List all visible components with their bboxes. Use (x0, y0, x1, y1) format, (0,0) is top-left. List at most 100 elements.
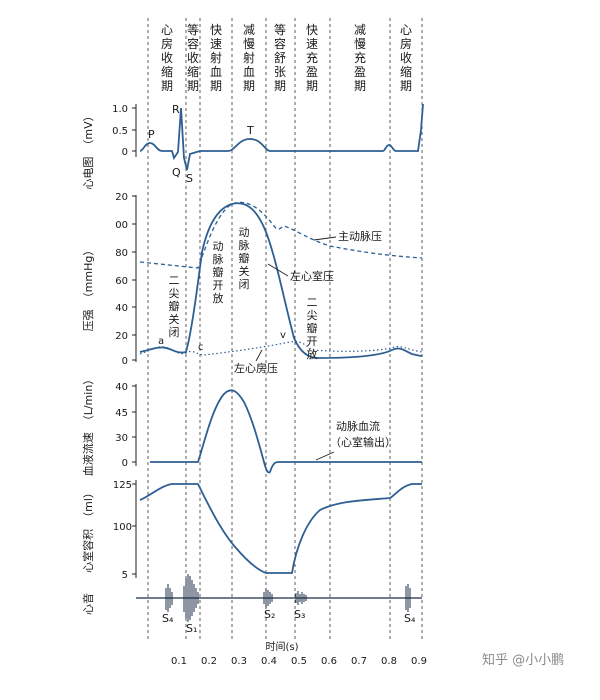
ecg-tick-label: 0 (122, 147, 128, 158)
svg-text:缩: 缩 (161, 64, 173, 79)
left-ventricle-pressure-label: 左心室压 (290, 269, 334, 283)
heart-sound-panel: 心音 S₄ S₁ S₂ S₃ S₄ (81, 574, 422, 635)
svg-text:舒: 舒 (274, 51, 286, 65)
ecg-t-wave-label: T (246, 124, 254, 137)
s2-burst (263, 588, 273, 608)
svg-text:关: 关 (169, 312, 180, 326)
svg-text:盈: 盈 (306, 65, 318, 79)
time-tick-label: 0.7 (351, 656, 367, 667)
flow-axis-label: 血液流速（L/min） (81, 374, 95, 477)
ecg-trace (139, 103, 424, 171)
svg-text:心: 心 (161, 23, 173, 37)
flow-tick-label: 0 (122, 458, 128, 469)
ecg-p-wave-label: P (148, 128, 155, 141)
pressure-tick-label: 20 (115, 192, 128, 203)
ecg-q-wave-label: Q (172, 166, 181, 179)
svg-text:充: 充 (306, 50, 318, 65)
svg-text:减: 减 (243, 23, 255, 37)
ecg-r-wave-label: R (172, 103, 180, 116)
left-atrium-pressure-label: 左心房压 (234, 362, 278, 375)
svg-text:缩: 缩 (187, 64, 199, 79)
svg-text:射: 射 (210, 50, 222, 65)
s4-burst-1 (165, 584, 173, 612)
phase-boundaries (147, 18, 423, 640)
svg-text:张: 张 (274, 65, 286, 79)
svg-text:二: 二 (169, 274, 180, 287)
svg-text:脉: 脉 (213, 252, 224, 266)
pressure-tick-label: 00 (115, 220, 128, 231)
s4-burst-2 (405, 584, 411, 612)
svg-text:期: 期 (306, 79, 318, 93)
flow-tick-label: 40 (115, 382, 128, 393)
svg-text:收: 收 (161, 51, 173, 65)
ecg-panel: 心电图（mV） 1.0 0.5 0 P R Q S T (82, 103, 424, 190)
svg-text:快: 快 (306, 23, 318, 37)
pressure-tick-label: 40 (115, 303, 128, 314)
svg-text:放: 放 (307, 347, 318, 361)
time-tick-label: 0.4 (261, 656, 277, 667)
s3-burst (295, 591, 307, 605)
volume-tick-label: 125 (113, 480, 132, 491)
svg-text:脉: 脉 (239, 238, 250, 252)
svg-text:速: 速 (306, 37, 318, 51)
aortic-valve-open-label: 动 脉 瓣 开 放 (213, 240, 224, 305)
svg-text:期: 期 (161, 79, 173, 93)
time-tick-label: 0.2 (201, 656, 217, 667)
svg-text:容: 容 (274, 36, 286, 51)
aortic-flow-curve (150, 389, 422, 474)
aortic-pressure-curve (139, 201, 423, 269)
volume-tick-label: 100 (113, 522, 132, 533)
s2-label: S₂ (264, 608, 275, 621)
svg-text:等: 等 (187, 23, 199, 37)
svg-text:动: 动 (239, 226, 250, 239)
svg-text:缩: 缩 (400, 64, 412, 79)
s3-label: S₃ (294, 608, 305, 621)
svg-text:速: 速 (210, 37, 222, 51)
phase-rapid-filling: 快 速 充 盈 期 (306, 23, 318, 93)
flow-panel: 血液流速（L/min） 40 45 30 20 0 动脉血流 （心室输出） (81, 374, 422, 477)
svg-text:开: 开 (213, 279, 224, 292)
svg-text:瓣: 瓣 (213, 265, 224, 279)
aortic-pressure-label: 主动脉压 (338, 229, 382, 243)
svg-text:慢: 慢 (243, 37, 255, 51)
pressure-tick-label: 20 (115, 331, 128, 342)
svg-text:尖: 尖 (169, 287, 180, 300)
ecg-s-wave-label: S (186, 172, 193, 185)
pressure-tick-label: 0 (122, 356, 128, 367)
volume-tick-label: 5 (122, 570, 128, 581)
phase-isovolumic-contraction: 等 容 收 缩 期 (187, 23, 199, 93)
time-axis-label: 时间(s) (265, 640, 298, 653)
svg-text:血: 血 (210, 65, 222, 79)
pressure-tick-label: 60 (115, 276, 128, 287)
pressure-axis-label: 压强（mmHg） (82, 245, 95, 332)
pressure-panel: 压强（mmHg） 20 00 80 60 40 20 0 主动脉压 左心室压 左… (82, 192, 423, 375)
s1-burst (183, 574, 199, 622)
aortic-valve-close-label: 动 脉 瓣 关 闭 (239, 226, 250, 291)
phase-isovolumic-relaxation: 等 容 舒 张 期 (274, 23, 286, 93)
phase-headers: 心 房 收 缩 期 等 容 收 缩 期 快 速 射 血 期 减 慢 射 血 期 (161, 23, 412, 93)
phase-reduced-filling: 减 慢 充 盈 期 (354, 23, 366, 93)
aortic-flow-label: 动脉血流 (336, 419, 380, 433)
svg-text:减: 减 (354, 23, 366, 37)
heart-sound-axis-label: 心音 (81, 593, 95, 615)
time-axis: 0.1 0.2 0.3 0.4 0.5 0.6 0.7 0.8 0.9 时间(s… (171, 640, 427, 667)
svg-text:射: 射 (243, 50, 255, 65)
svg-text:心: 心 (400, 23, 412, 37)
svg-text:瓣: 瓣 (307, 321, 318, 335)
flow-tick-label: 45 (115, 408, 128, 419)
ecg-tick-label: 0.5 (112, 126, 128, 137)
s1-label: S₁ (186, 622, 197, 635)
svg-text:闭: 闭 (239, 278, 250, 291)
s4-label-2: S₄ (404, 612, 416, 625)
time-tick-label: 0.9 (411, 656, 427, 667)
svg-text:收: 收 (400, 51, 412, 65)
pressure-tick-label: 80 (115, 248, 128, 259)
time-tick-label: 0.1 (171, 656, 187, 667)
svg-text:期: 期 (187, 79, 199, 93)
svg-text:期: 期 (400, 79, 412, 93)
time-tick-label: 0.3 (231, 656, 247, 667)
svg-text:开: 开 (307, 335, 318, 348)
volume-panel: 心室容积（ml） 125 100 5 (81, 480, 422, 581)
svg-text:充: 充 (354, 50, 366, 65)
